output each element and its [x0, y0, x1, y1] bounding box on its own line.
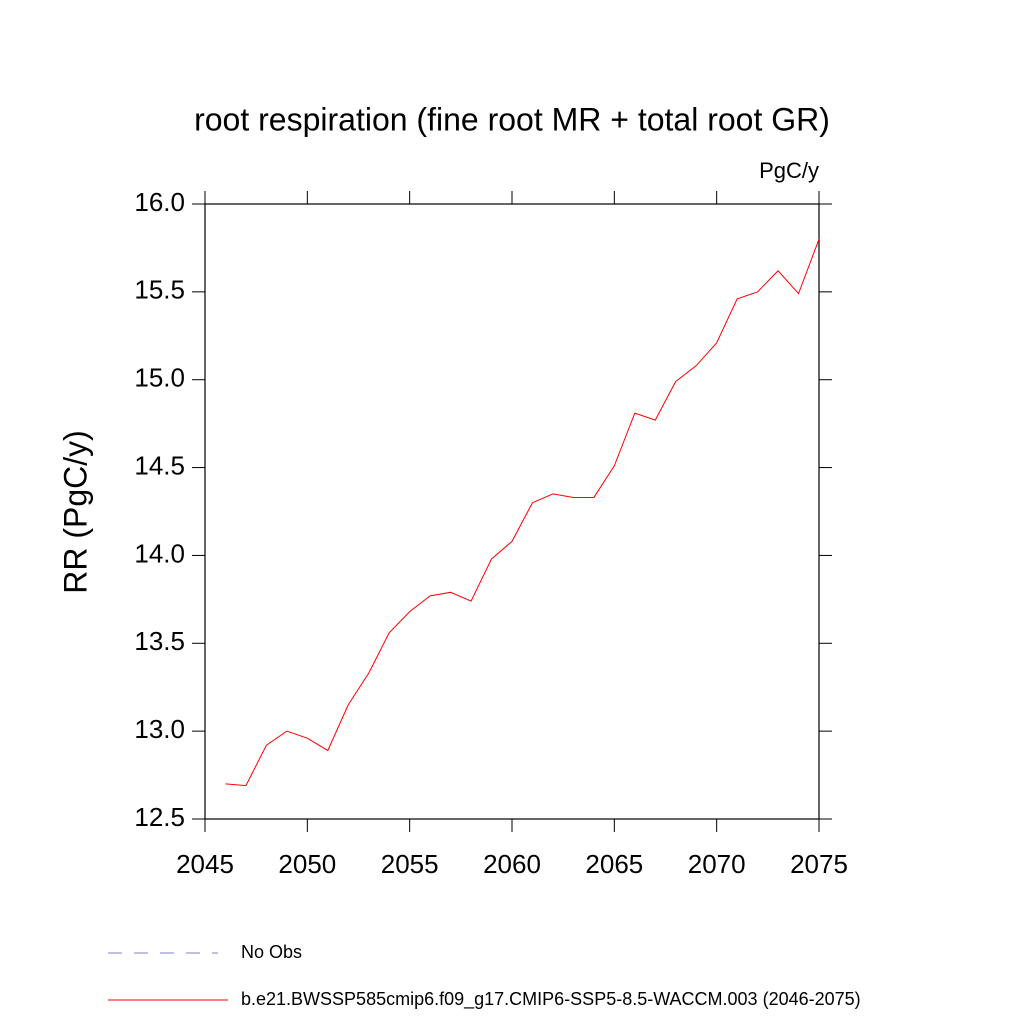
x-tick-label: 2065	[585, 849, 643, 879]
x-tick-label: 2070	[688, 849, 746, 879]
legend-label: b.e21.BWSSP585cmip6.f09_g17.CMIP6-SSP5-8…	[241, 989, 861, 1010]
y-tick-label: 15.0	[134, 363, 185, 393]
data-line	[225, 238, 820, 787]
y-tick-label: 15.5	[134, 275, 185, 305]
y-tick-label: 13.5	[134, 626, 185, 656]
y-tick-label: 13.0	[134, 714, 185, 744]
y-axis-label: RR (PgC/y)	[57, 430, 93, 594]
x-tick-label: 2055	[381, 849, 439, 879]
x-tick-label: 2060	[483, 849, 541, 879]
x-tick-label: 2075	[790, 849, 848, 879]
y-tick-label: 14.5	[134, 450, 185, 480]
y-tick-label: 12.5	[134, 802, 185, 832]
x-tick-label: 2050	[278, 849, 336, 879]
y-tick-label: 14.0	[134, 538, 185, 568]
x-tick-label: 2045	[176, 849, 234, 879]
chart-title: root respiration (fine root MR + total r…	[194, 101, 830, 137]
y-tick-label: 16.0	[134, 187, 185, 217]
legend-label: No Obs	[241, 942, 302, 962]
units-label: PgC/y	[759, 158, 819, 183]
